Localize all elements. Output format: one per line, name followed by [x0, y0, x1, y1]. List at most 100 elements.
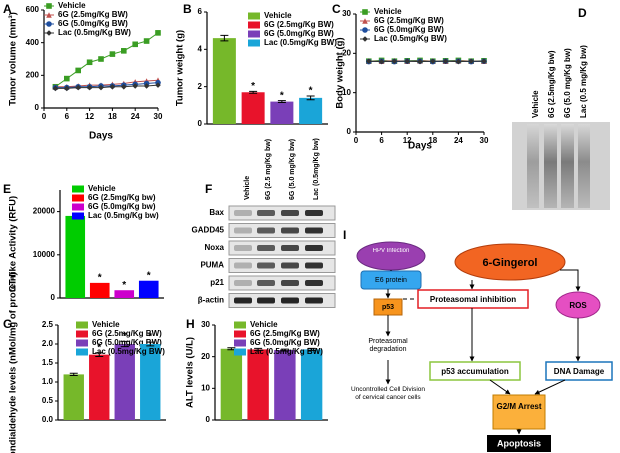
- blot-f-rows: Bax GADD45 Noxa PUMA p21 β-actin: [192, 205, 336, 308]
- legend-label: Vehicle: [92, 320, 120, 329]
- legend-swatch: [72, 185, 84, 193]
- point: [64, 85, 70, 92]
- row-label: Noxa: [204, 243, 224, 252]
- y-tick-label: 600: [26, 5, 40, 14]
- y-tick-label: 10: [342, 88, 351, 97]
- lane-label: Lac (0.5mg/Kg bw): [313, 138, 320, 200]
- lane-label: 6G (2.5mg/Kg bw): [547, 50, 556, 118]
- legend-marker: [46, 12, 52, 18]
- blot-band: [281, 280, 299, 286]
- blot-band: [257, 280, 275, 286]
- x-tick-label: 0: [354, 136, 359, 145]
- legend-marker: [362, 18, 368, 24]
- blot-band: [305, 210, 323, 216]
- point: [442, 58, 449, 64]
- x-axis-label: Days: [89, 131, 113, 142]
- legend-label: 6G (5.0mg/Kg BW): [250, 338, 320, 347]
- bar: [114, 290, 135, 298]
- node-shape: [417, 289, 529, 309]
- significance: *: [98, 273, 102, 284]
- row-label: p21: [210, 278, 224, 287]
- x-tick-label: 12: [85, 112, 94, 121]
- bar: [138, 280, 159, 298]
- x-tick-label: 6: [379, 136, 384, 145]
- lane-label: Vehicle: [531, 90, 540, 118]
- node-shape: [454, 243, 566, 281]
- legend-label: Lac (0.5mg/Kg bw): [88, 211, 159, 220]
- y-tick-label: 20: [201, 352, 210, 361]
- significance: *: [280, 90, 284, 101]
- y-tick-label: 0: [206, 415, 211, 424]
- y-axis-label: Malondialdehyde levels (nMol/mg of prote…: [8, 272, 19, 453]
- legend-swatch: [76, 330, 88, 338]
- legend-swatch: [76, 348, 88, 356]
- bar: [140, 344, 161, 420]
- x-tick-label: 6: [65, 112, 70, 121]
- blot-band: [257, 262, 275, 269]
- blot-band: [281, 297, 299, 304]
- y-tick-label: 4: [198, 44, 203, 53]
- legend-label: 6G (2.5mg/Kg BW): [58, 10, 128, 19]
- legend-label: Lac (0.5mg/Kg BW): [58, 28, 131, 37]
- arrow: [560, 269, 581, 292]
- y-axis-label: ALT levels (U/L): [185, 337, 196, 408]
- point: [109, 83, 116, 90]
- legend-marker: [46, 3, 52, 9]
- blot-f: Vehicle 6G (2.5 mg/Kg bw) 6G (5.0 mg/Kg …: [244, 138, 320, 200]
- legend-marker: [46, 30, 52, 36]
- legend-label: 6G (5.0mg/Kg BW): [374, 25, 444, 34]
- legend-marker: [362, 27, 368, 33]
- bar: [270, 101, 294, 124]
- y-tick-label: 30: [342, 9, 351, 18]
- blot-band: [234, 297, 252, 304]
- point: [132, 83, 138, 89]
- blot-band: [281, 245, 299, 251]
- point: [98, 56, 104, 62]
- point: [121, 48, 127, 54]
- legend-marker: [362, 9, 368, 15]
- x-tick-label: 18: [108, 112, 117, 121]
- blot-band: [305, 245, 323, 251]
- significance: *: [122, 280, 126, 291]
- node-label: G2/M Arrest: [496, 402, 542, 411]
- point: [86, 84, 93, 91]
- node-shape: [545, 361, 613, 381]
- error-bar: [220, 34, 229, 42]
- legend-label: 6G (5.0mg/Kg BW): [264, 29, 334, 38]
- node-label: ROS: [569, 301, 587, 310]
- blot-band: [234, 227, 252, 234]
- node-label: Apoptosis: [497, 438, 541, 448]
- panel-label: H: [186, 317, 195, 331]
- series-line: [55, 32, 159, 88]
- blot-band: [305, 227, 323, 234]
- legend-swatch: [76, 321, 88, 329]
- point: [64, 75, 70, 82]
- panel-label: A: [3, 2, 12, 16]
- node-label: DNA Damage: [554, 367, 605, 376]
- y-tick-label: 400: [26, 38, 40, 47]
- bar: [63, 374, 84, 420]
- point: [75, 84, 81, 91]
- legend-swatch: [72, 212, 84, 220]
- bar: [212, 38, 236, 125]
- bar: [89, 282, 110, 298]
- arrows: [385, 269, 581, 435]
- x-tick-label: 30: [480, 136, 489, 145]
- panel-label: E: [3, 182, 11, 196]
- blot-band: [257, 227, 275, 234]
- bar: [220, 348, 243, 420]
- node-label: 6-Gingerol: [482, 257, 537, 269]
- point: [98, 84, 104, 91]
- point: [121, 83, 127, 90]
- y-tick-label: 30: [201, 320, 210, 329]
- blot-band: [234, 210, 252, 216]
- arrow: [489, 379, 511, 395]
- y-tick-label: 6: [198, 7, 203, 16]
- blot-lane: [578, 124, 590, 208]
- y-tick-label: 20000: [33, 207, 56, 216]
- bar: [247, 349, 269, 420]
- node-label: E6 protein: [375, 277, 407, 284]
- point: [155, 30, 161, 36]
